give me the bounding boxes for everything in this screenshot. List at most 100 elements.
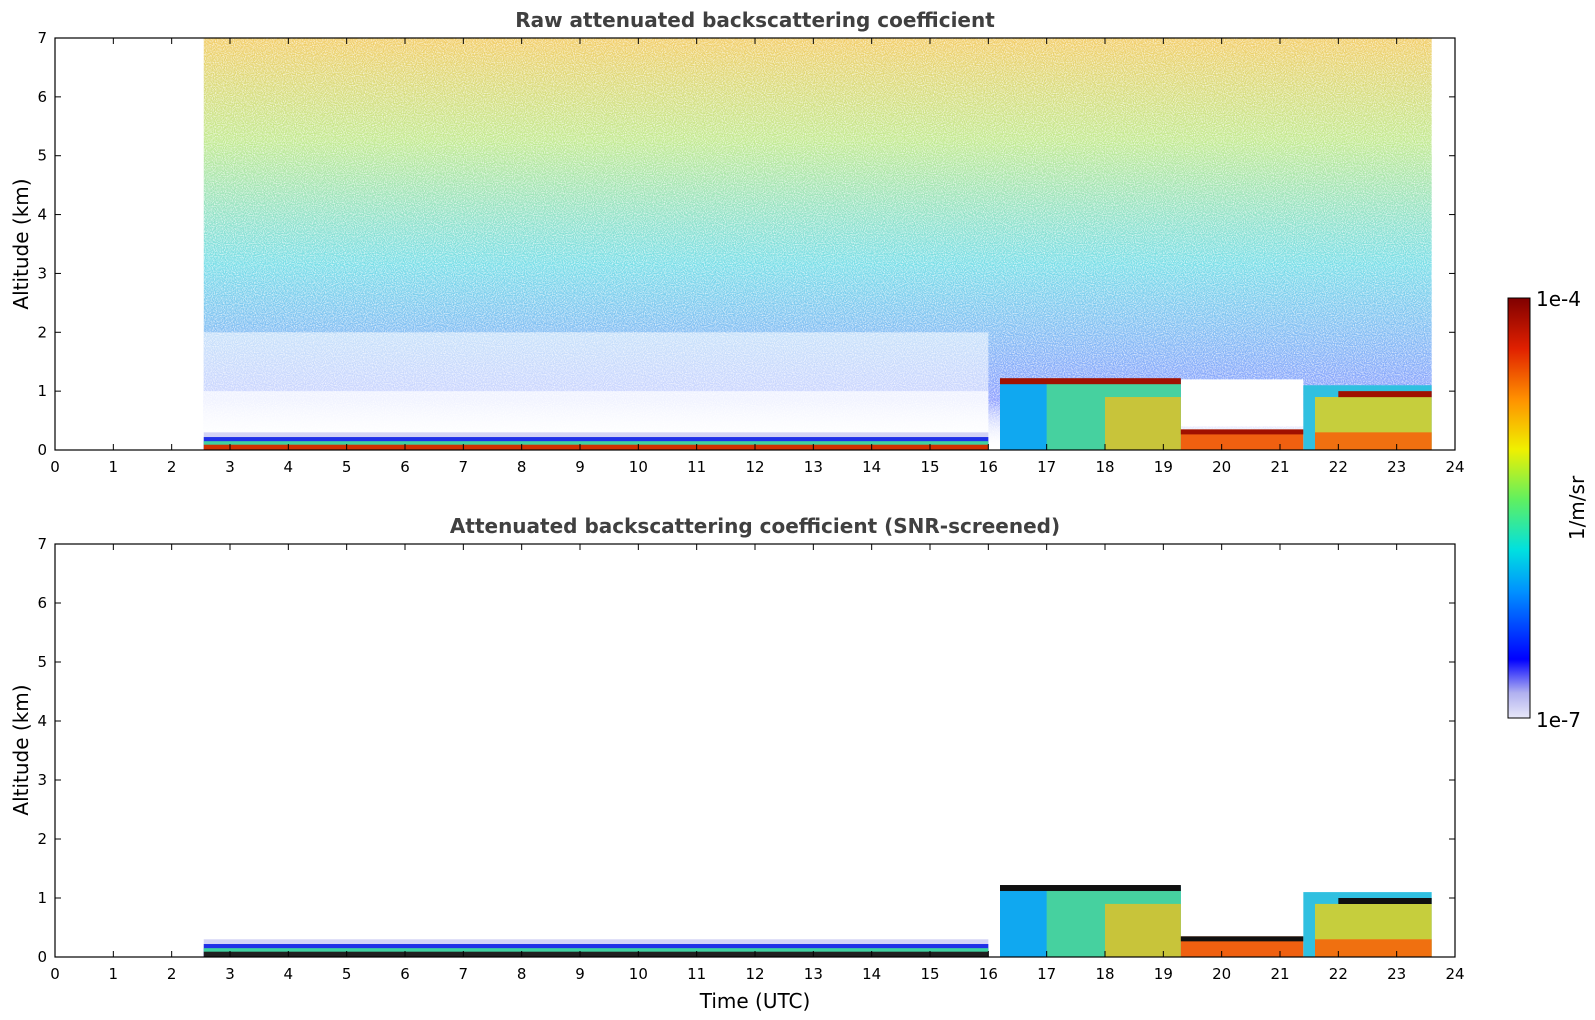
aerosol-core [203, 951, 989, 957]
x-tick-label: 13 [804, 965, 823, 983]
x-tick-label: 17 [1037, 458, 1056, 476]
heatmap-field [203, 885, 1432, 957]
x-tick-label: 16 [979, 965, 998, 983]
y-tick-label: 3 [37, 771, 47, 789]
x-tick-label: 3 [225, 458, 235, 476]
x-tick-label: 21 [1270, 965, 1289, 983]
y-tick-label: 5 [37, 147, 47, 165]
x-tick-label: 4 [284, 458, 294, 476]
x-tick-label: 13 [804, 458, 823, 476]
y-tick-label: 0 [37, 948, 47, 966]
x-tick-label: 2 [167, 458, 177, 476]
panel-title: Raw attenuated backscattering coefficien… [515, 8, 995, 32]
x-tick-label: 1 [109, 965, 119, 983]
y-tick-label: 2 [37, 323, 47, 341]
heatmap-field [203, 38, 1432, 450]
x-tick-label: 23 [1387, 458, 1406, 476]
colorbar-unit-label: 1/m/sr [1565, 475, 1589, 540]
x-tick-label: 6 [400, 458, 410, 476]
low-layer-top [1180, 936, 1304, 942]
y-axis: 0 1 2 3 4 5 6 7 [37, 535, 1455, 966]
x-tick-label: 23 [1387, 965, 1406, 983]
boundary-layer-core [1105, 903, 1181, 957]
y-tick-label: 0 [37, 441, 47, 459]
x-tick-label: 12 [745, 458, 764, 476]
low-layer [1180, 429, 1304, 450]
x-tick-label: 21 [1270, 458, 1289, 476]
colorbar-max-label: 1e-4 [1536, 287, 1581, 311]
y-tick-label: 7 [37, 535, 47, 553]
x-tick-label: 19 [1154, 458, 1173, 476]
y-tick-label: 2 [37, 830, 47, 848]
x-axis: 0 1 2 3 4 5 6 7 8 9 10 11 12 13 14 15 16 17 18 19 20 21 22 23 24 [50, 38, 1465, 476]
x-tick-label: 10 [629, 458, 648, 476]
clear-patch [1180, 379, 1304, 427]
y-tick-label: 1 [37, 889, 47, 907]
x-tick-label: 11 [687, 965, 706, 983]
x-tick-label: 8 [517, 965, 527, 983]
x-tick-label: 15 [920, 965, 939, 983]
evening-cloud-top [1338, 391, 1432, 398]
y-tick-label: 6 [37, 594, 47, 612]
x-tick-label: 18 [1095, 458, 1114, 476]
x-tick-label: 7 [459, 965, 469, 983]
x-axis-label: Time (UTC) [699, 989, 811, 1013]
low-layer-top [1180, 429, 1304, 435]
x-tick-label: 16 [979, 458, 998, 476]
evening-cloud-top [1338, 898, 1432, 904]
x-tick-label: 14 [862, 965, 881, 983]
y-axis-label: Altitude (km) [9, 684, 33, 815]
x-tick-label: 22 [1329, 965, 1348, 983]
x-tick-label: 7 [459, 458, 469, 476]
colorbar-scale [1507, 297, 1531, 719]
x-tick-label: 20 [1212, 458, 1231, 476]
evening-layer-base [1315, 939, 1432, 957]
plot-frame [54, 543, 1456, 958]
x-tick-label: 8 [517, 458, 527, 476]
x-tick-label: 9 [575, 965, 585, 983]
x-tick-label: 5 [342, 458, 352, 476]
y-axis-label: Altitude (km) [9, 178, 33, 309]
y-axis: 0 1 2 3 4 5 6 7 [37, 29, 1455, 459]
x-tick-label: 5 [342, 965, 352, 983]
x-tick-label: 17 [1037, 965, 1056, 983]
x-tick-label: 2 [167, 965, 177, 983]
x-tick-label: 22 [1329, 458, 1348, 476]
y-tick-label: 6 [37, 88, 47, 106]
snr-screened-panel: Attenuated backscattering coefficient (S… [9, 514, 1465, 1013]
boundary-layer-core [1105, 397, 1181, 450]
x-tick-label: 19 [1154, 965, 1173, 983]
y-tick-label: 5 [37, 653, 47, 671]
cloud-top [1000, 885, 1181, 892]
x-tick-label: 15 [920, 458, 939, 476]
y-tick-label: 4 [37, 206, 47, 224]
x-tick-label: 18 [1095, 965, 1114, 983]
low-layer [1180, 936, 1304, 957]
y-tick-label: 7 [37, 29, 47, 47]
x-tick-label: 11 [687, 458, 706, 476]
x-tick-label: 14 [862, 458, 881, 476]
x-tick-label: 1 [109, 458, 119, 476]
y-tick-label: 3 [37, 264, 47, 282]
x-tick-label: 10 [629, 965, 648, 983]
x-tick-label: 9 [575, 458, 585, 476]
colorbar-min-label: 1e-7 [1536, 708, 1581, 732]
x-tick-label: 4 [284, 965, 294, 983]
aerosol-top [203, 441, 989, 446]
evening-layer-base [1315, 432, 1432, 450]
aerosol-core [203, 444, 989, 450]
cloud-top [1000, 378, 1181, 385]
x-tick-label: 12 [745, 965, 764, 983]
x-tick-label: 6 [400, 965, 410, 983]
clear-band [203, 391, 989, 436]
colorbar: 1e-4 1e-7 1/m/sr [1507, 287, 1589, 732]
aerosol-top [203, 948, 989, 953]
raw-backscatter-panel: Raw attenuated backscattering coefficien… [9, 8, 1465, 476]
x-tick-label: 24 [1445, 965, 1464, 983]
x-tick-label: 24 [1445, 458, 1464, 476]
x-tick-label: 0 [50, 458, 60, 476]
x-tick-label: 0 [50, 965, 60, 983]
x-axis: 0 1 2 3 4 5 6 7 8 9 10 11 12 13 14 15 16 17 18 19 20 21 22 23 24 [50, 544, 1465, 983]
x-tick-label: 20 [1212, 965, 1231, 983]
panel-title: Attenuated backscattering coefficient (S… [450, 514, 1060, 538]
